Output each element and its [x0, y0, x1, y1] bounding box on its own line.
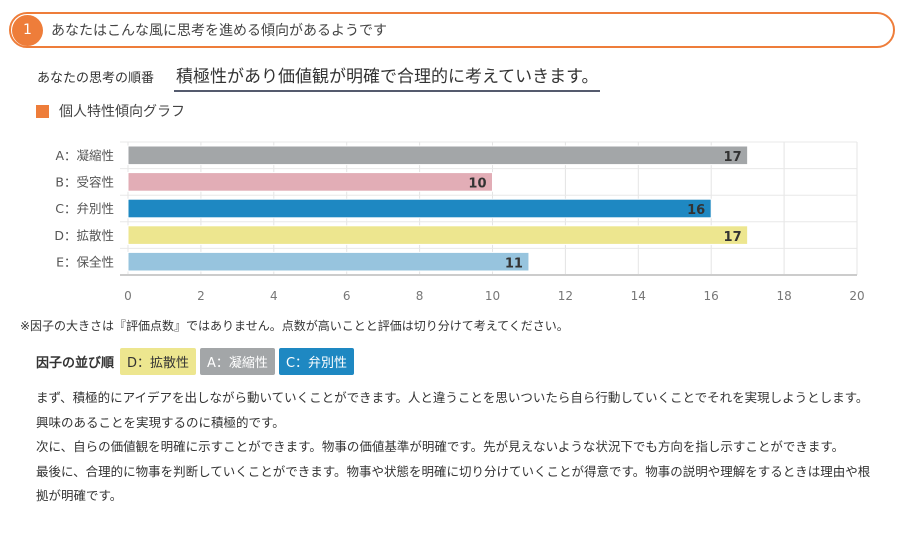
data-label: 16	[687, 203, 705, 218]
section-number-badge: 1	[12, 14, 43, 46]
thinking-order: あなたの思考の順番 積極性があり価値観が明確で合理的に考えていきます。	[37, 62, 601, 92]
section-header: 1 あなたはこんな風に思考を進める傾向があるようです	[9, 12, 895, 48]
x-tick-label: 16	[704, 289, 719, 303]
section-title: あなたはこんな風に思考を進める傾向があるようです	[51, 23, 387, 39]
thinking-order-value: 積極性があり価値観が明確で合理的に考えていきます。	[174, 62, 601, 92]
chart-note: ※因子の大きさは『評価点数』ではありません。点数が高いことと評価は切り分けて考え…	[20, 319, 569, 333]
square-bullet-icon	[36, 104, 49, 118]
category-label: E：保全性	[56, 254, 114, 269]
trait-bar-chart: 0 2 4 6 8 10 12 14 16 18 20 A：凝縮性 17 B：受容性 10 C：弁別性 16 D：…	[54, 141, 865, 303]
description-paragraph: まず、積極的にアイデアを出しながら動いていくことができます。人と違うことを思いつ…	[36, 390, 869, 430]
description-paragraph: 次に、自らの価値観を明確に示すことができます。物事の価値基準が明確です。先が見え…	[36, 439, 845, 454]
bar	[127, 225, 749, 245]
x-tick-label: 14	[631, 289, 646, 303]
x-tick-label: 2	[197, 289, 205, 303]
category-label: A：凝縮性	[55, 148, 114, 163]
factor-chip: C：弁別性	[278, 348, 355, 375]
data-label: 17	[724, 230, 742, 245]
data-label: 17	[724, 150, 742, 165]
thinking-order-label: あなたの思考の順番	[37, 71, 155, 86]
x-tick-label: 6	[343, 289, 351, 303]
x-tick-label: 18	[776, 289, 791, 303]
x-tick-label: 4	[270, 289, 278, 303]
factor-chip: D：拡散性	[120, 348, 197, 375]
factor-order: 因子の並び順 D：拡散性 A：凝縮性 C：弁別性	[36, 348, 355, 375]
bar	[127, 198, 712, 219]
data-label: 11	[505, 256, 523, 271]
category-label: C：弁別性	[55, 201, 114, 216]
data-label: 10	[468, 177, 486, 192]
bar	[127, 172, 493, 192]
graph-title: 個人特性傾向グラフ	[36, 101, 185, 121]
bar	[127, 145, 749, 166]
x-tick-label: 20	[849, 289, 864, 303]
description-paragraph: 最後に、合理的に物事を判断していくことができます。物事や状態を明確に切り分けてい…	[36, 463, 871, 504]
graph-title-text: 個人特性傾向グラフ	[59, 104, 185, 120]
factor-chip: A：凝縮性	[200, 348, 275, 375]
x-tick-label: 10	[485, 289, 500, 303]
factor-order-label: 因子の並び順	[36, 356, 115, 371]
category-label: B：受容性	[55, 175, 114, 190]
description: まず、積極的にアイデアを出しながら動いていくことができます。人と違うことを思いつ…	[36, 386, 876, 509]
category-label: D：拡散性	[54, 228, 114, 243]
x-tick-label: 8	[416, 289, 424, 303]
x-tick-label: 0	[124, 289, 132, 303]
x-tick-label: 12	[558, 289, 573, 303]
bar	[127, 251, 530, 272]
